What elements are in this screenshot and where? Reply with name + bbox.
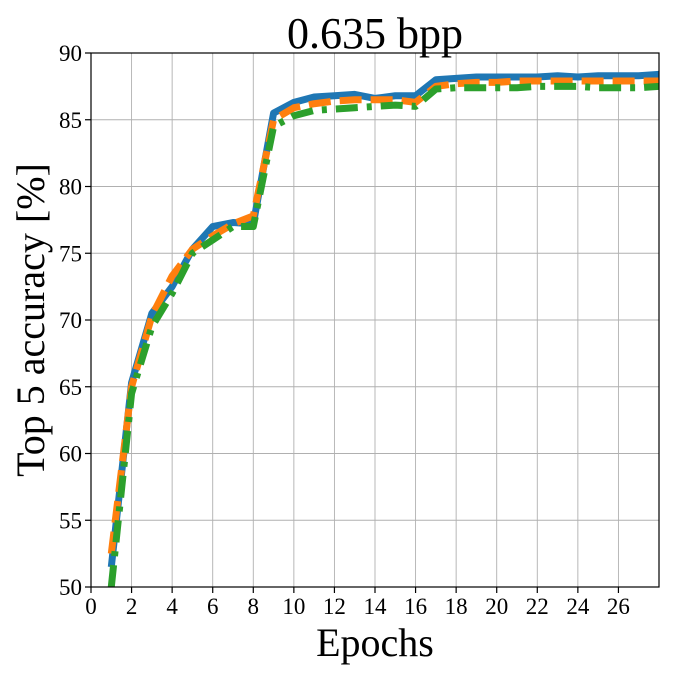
y-tick-label: 70 [59, 308, 82, 333]
x-axis-title: Epochs [316, 620, 434, 665]
x-tick-label: 22 [526, 594, 549, 619]
x-tick-label: 24 [566, 594, 590, 619]
x-tick-label: 16 [404, 594, 427, 619]
x-tick-label: 4 [166, 594, 178, 619]
series-lines [107, 70, 659, 587]
gridlines [90, 52, 659, 588]
x-tick-label: 8 [248, 594, 260, 619]
y-tick-label: 75 [59, 241, 82, 266]
y-tick-label: 65 [59, 375, 82, 400]
series-line-3 [107, 82, 659, 587]
y-tick-label: 80 [59, 175, 82, 200]
y-tick-label: 85 [59, 108, 82, 133]
x-tick-label: 0 [85, 594, 97, 619]
x-tick-label: 2 [126, 594, 138, 619]
y-tick-label: 90 [59, 41, 82, 66]
x-tick-label: 6 [207, 594, 219, 619]
chart-title: 0.635 bpp [287, 9, 463, 58]
x-tick-label: 26 [607, 594, 630, 619]
series-line-2 [107, 77, 659, 555]
tick-marks [85, 52, 620, 593]
x-tick-label: 18 [445, 594, 468, 619]
x-tick-label: 12 [323, 594, 346, 619]
x-tick-labels: 0 2 4 6 8 10 12 14 16 18 20 22 24 26 [85, 594, 630, 619]
x-tick-label: 20 [485, 594, 508, 619]
y-tick-labels: 50 55 60 65 70 75 80 85 90 [59, 41, 82, 600]
y-tick-label: 55 [59, 508, 82, 533]
x-tick-label: 14 [364, 594, 388, 619]
series-line-1 [107, 70, 659, 568]
y-tick-label: 50 [59, 575, 82, 600]
y-axis-title: Top 5 accuracy [%] [8, 163, 53, 477]
x-tick-label: 10 [282, 594, 305, 619]
y-tick-label: 60 [59, 442, 82, 467]
